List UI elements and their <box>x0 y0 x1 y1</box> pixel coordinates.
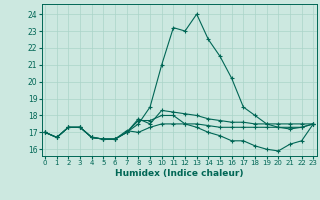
X-axis label: Humidex (Indice chaleur): Humidex (Indice chaleur) <box>115 169 244 178</box>
